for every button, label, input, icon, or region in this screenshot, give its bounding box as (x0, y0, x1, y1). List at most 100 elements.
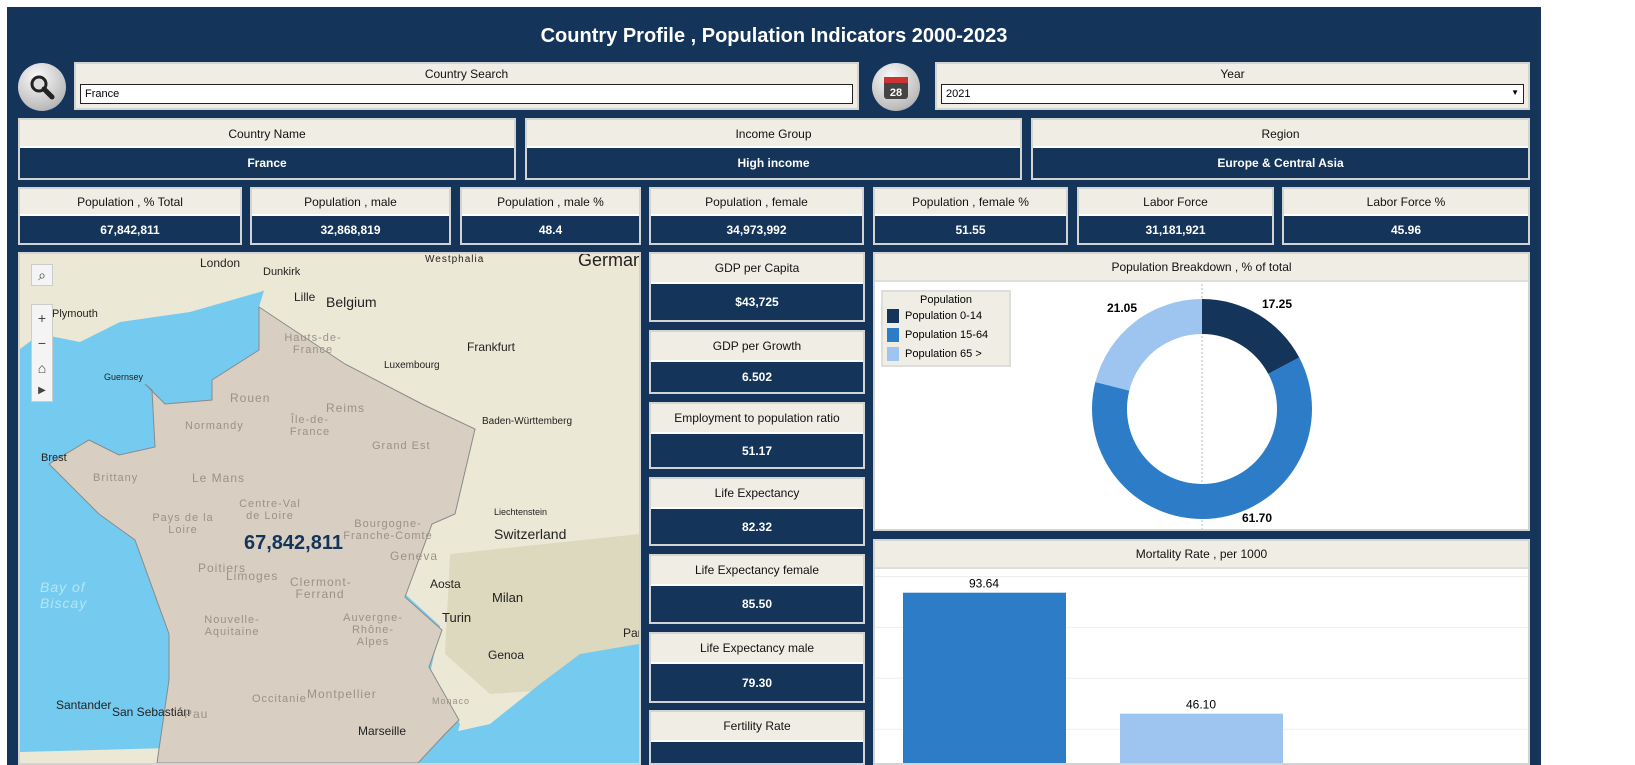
donut-value-label: 21.05 (1107, 301, 1137, 315)
year-value: 2021 (946, 88, 971, 100)
info-label: Region (1261, 127, 1300, 141)
info-label: Income Group (735, 127, 812, 141)
bar-chart: 93.64 46.10 (875, 576, 1528, 763)
map-controls: + − ⌂ ▶ (31, 304, 53, 402)
map-label: Pau (184, 707, 209, 721)
search-icon: ⌕ (38, 266, 46, 283)
map-label: Turin (442, 610, 472, 625)
map-label: Guernsey (104, 372, 144, 382)
search-button[interactable] (18, 63, 66, 111)
donut-chart: 17.25 61.70 21.05 (1092, 284, 1312, 529)
side-kpi-card: GDP per Capita $43,725 (649, 252, 865, 322)
map-label: Geneva (390, 549, 439, 563)
home-icon[interactable]: ⌂ (37, 360, 47, 377)
side-kpi-value: $43,725 (651, 282, 863, 320)
map-label: Monaco (432, 696, 471, 706)
info-value: France (20, 146, 514, 178)
map-label: Le Mans (192, 471, 246, 485)
map-base (20, 254, 639, 763)
map-label: Marseille (358, 724, 407, 738)
donut-legend: Population Population 0-14 Population 15… (881, 290, 1011, 367)
year-select[interactable]: 2021 ▼ (941, 84, 1524, 104)
kpi-card: Population , % Total 67,842,811 (18, 187, 242, 245)
kpi-label: Population , % Total (77, 195, 183, 209)
info-value: Europe & Central Asia (1033, 146, 1528, 178)
map-label: Plymouth (52, 308, 98, 320)
zoom-out-icon[interactable]: − (37, 334, 47, 351)
map-label: Aosta (430, 577, 461, 591)
map-label: Pays de la Loire (152, 512, 214, 536)
donut-slice[interactable] (1202, 299, 1300, 374)
side-kpi-value (651, 740, 863, 763)
population-breakdown-panel: Population Breakdown , % of total Popula… (873, 252, 1530, 531)
map-label: Frankfurt (467, 340, 516, 354)
kpi-card: Labor Force % 45.96 (1282, 187, 1530, 245)
legend-item[interactable]: Population 15-64 (887, 325, 1005, 344)
map-label: Dunkirk (263, 266, 301, 278)
kpi-card: Population , female 34,973,992 (649, 187, 864, 245)
info-region: Region Europe & Central Asia (1031, 118, 1530, 180)
map-label: Brest (41, 452, 67, 464)
side-kpi-card: Fertility Rate (649, 710, 865, 765)
map-label: Milan (492, 590, 524, 605)
kpi-value: 48.4 (462, 214, 639, 243)
kpi-label: Labor Force (1143, 195, 1208, 209)
map-label: Reims (326, 401, 366, 415)
mortality-panel: Mortality Rate , per 1000 93.64 46.10 (873, 539, 1530, 765)
side-kpi-label: Employment to population ratio (674, 411, 840, 425)
map-label: Lille (294, 290, 316, 304)
kpi-value: 32,868,819 (252, 214, 449, 243)
play-icon[interactable]: ▶ (38, 385, 46, 397)
side-kpi-card: GDP per Growth 6.502 (649, 330, 865, 394)
calendar-button[interactable]: 28 (872, 63, 920, 111)
map-label: Normandy (185, 420, 244, 432)
country-search-input[interactable]: France (80, 84, 853, 104)
mediterranean-sea (418, 644, 639, 763)
zoom-in-icon[interactable]: + (37, 309, 47, 326)
kpi-value: 51.55 (875, 214, 1066, 243)
side-kpi-value: 6.502 (651, 360, 863, 392)
kpi-value: 31,181,921 (1079, 214, 1272, 243)
kpi-label: Labor Force % (1366, 195, 1446, 209)
legend-label: Population 65 > (905, 347, 982, 360)
legend-swatch (887, 327, 899, 342)
england-land (20, 254, 320, 349)
side-kpi-value: 85.50 (651, 584, 863, 622)
map-label: Rouen (230, 391, 271, 405)
france-shape (48, 306, 476, 763)
calendar-icon: 28 (884, 77, 908, 99)
map-label: Nouvelle-Aquitaine (204, 614, 260, 638)
donut-slice[interactable] (1095, 299, 1202, 391)
map-population-label: 67,842,811 (244, 532, 343, 554)
map-label: Santander (56, 698, 112, 712)
side-kpi-label: Life Expectancy female (694, 563, 820, 577)
map-label: Par (623, 626, 641, 640)
map-label: Bay of Biscay (40, 579, 88, 611)
map-label: San Sebastián (112, 705, 191, 719)
bar[interactable] (903, 592, 1066, 763)
map[interactable]: London Dunkirk Lille Belgium Westphalia … (18, 252, 641, 765)
legend-title: Population (920, 294, 972, 306)
magnifier-icon (30, 75, 55, 100)
map-label: Centre-Val de Loire (239, 498, 301, 522)
map-search-button[interactable]: ⌕ (31, 264, 53, 286)
legend-item[interactable]: Population 65 > (887, 344, 1005, 363)
map-label: Poitiers (198, 561, 247, 575)
info-country-name: Country Name France (18, 118, 516, 180)
map-label: Bourgogne-Franche-Comté (343, 518, 433, 542)
map-label: Liechtenstein (494, 507, 548, 517)
page-title: Country Profile , Population Indicators … (540, 25, 1008, 47)
map-label: Switzerland (494, 526, 567, 542)
map-label: Occitanie (252, 693, 307, 705)
bar[interactable] (1120, 713, 1283, 763)
donut-value-label: 61.70 (1242, 511, 1272, 525)
kpi-label: Population , male (304, 195, 397, 209)
side-kpi-value: 79.30 (651, 662, 863, 701)
map-label: Baden-Württemberg (481, 416, 573, 427)
side-kpi-label: Fertility Rate (723, 719, 791, 733)
map-label: Île-de-France (289, 414, 331, 438)
map-label: Clermont-Ferrand (290, 575, 352, 601)
year-label: Year (1220, 67, 1245, 81)
donut-slice[interactable] (1092, 357, 1312, 519)
legend-item[interactable]: Population 0-14 (887, 306, 1005, 325)
